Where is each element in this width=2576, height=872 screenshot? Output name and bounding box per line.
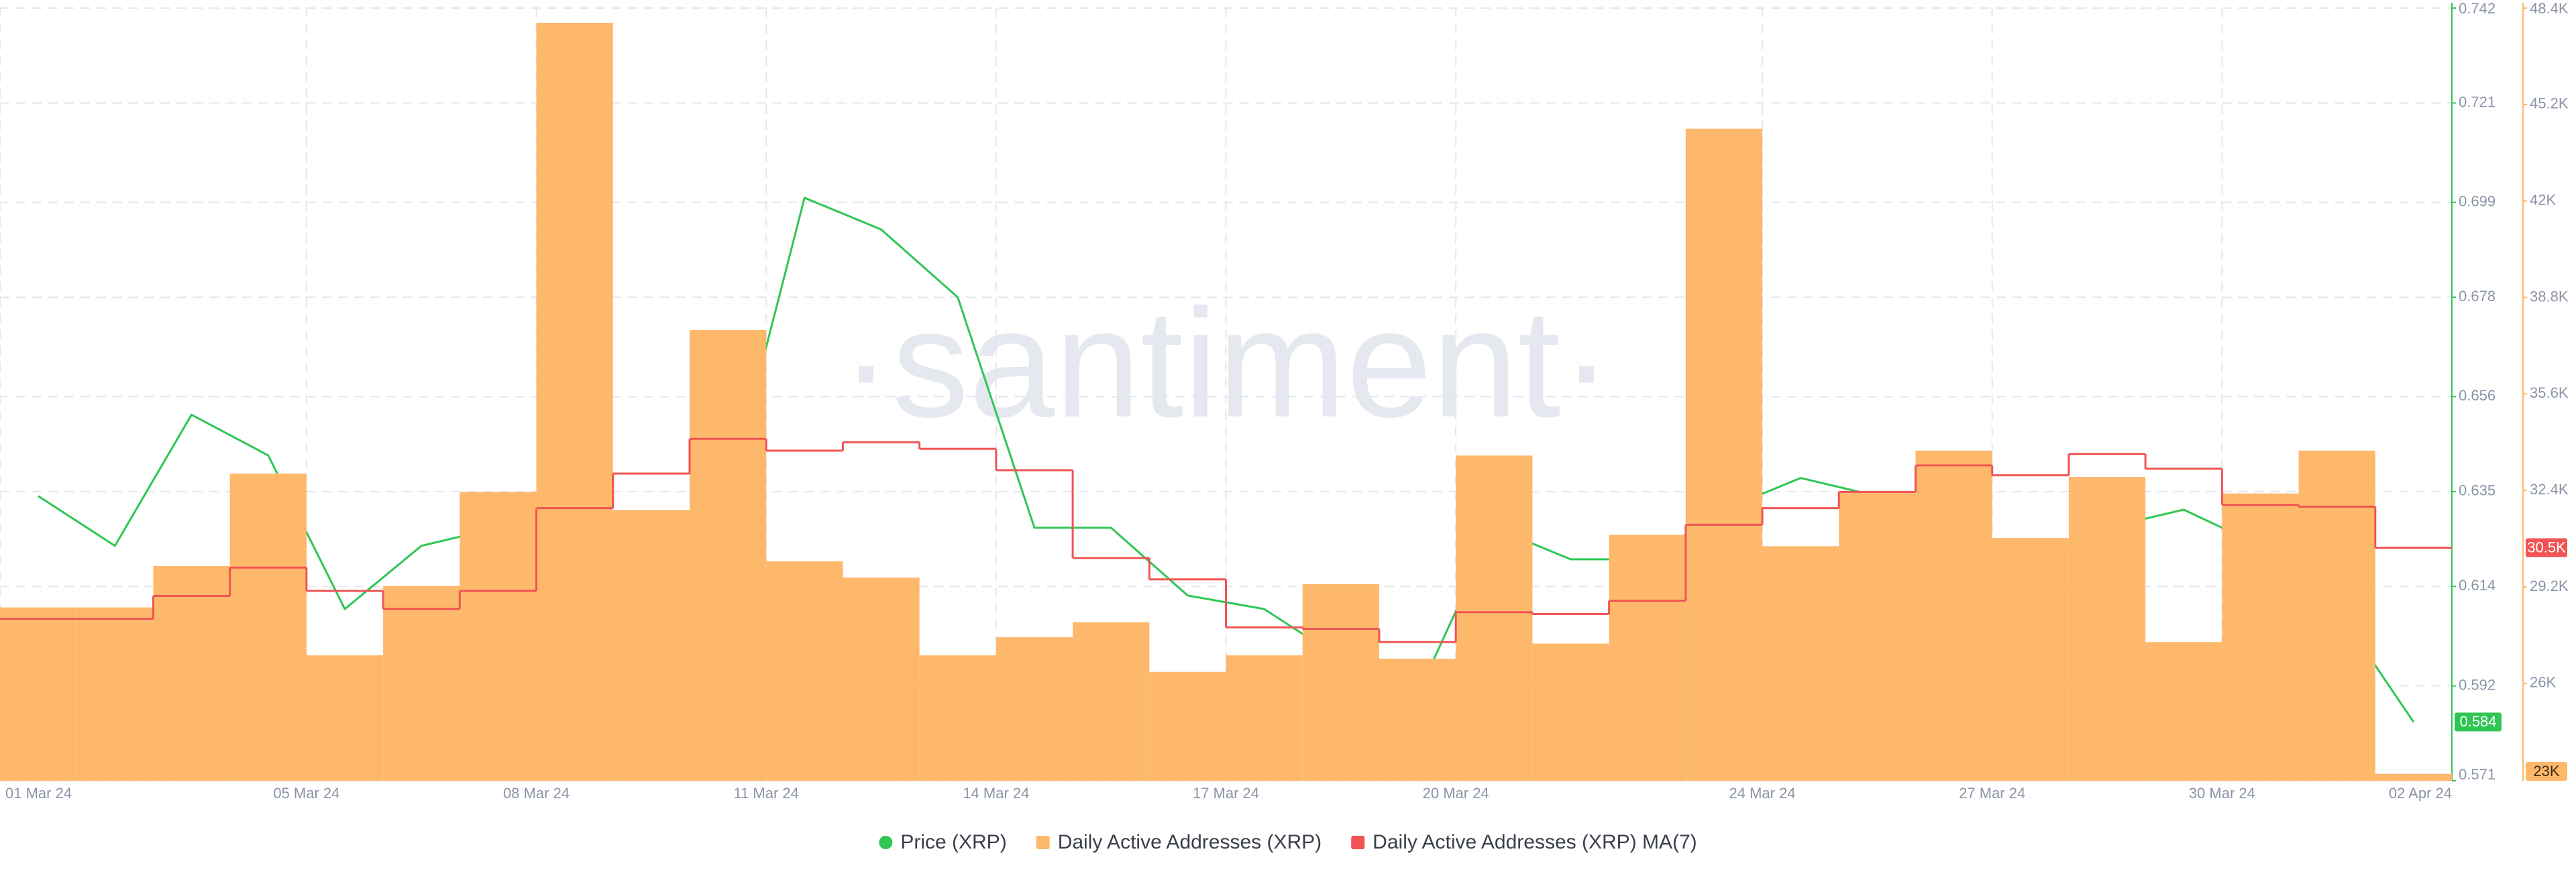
- bar: [843, 578, 920, 781]
- y-tick-label: 0.614: [2459, 577, 2496, 594]
- x-tick-label: 14 Mar 24: [963, 785, 1029, 802]
- bar: [2298, 450, 2375, 781]
- value-badge-label: 23K: [2533, 763, 2559, 779]
- bar: [153, 565, 230, 781]
- x-tick-label: 05 Mar 24: [273, 785, 339, 802]
- bar: [306, 655, 384, 781]
- y-tick-label: 0.742: [2459, 0, 2496, 17]
- y2-tick-label: 29.2K: [2530, 578, 2569, 594]
- x-tick-label: 27 Mar 24: [1959, 785, 2025, 802]
- bar: [612, 510, 690, 781]
- y-tick-label: 0.699: [2459, 193, 2496, 209]
- y2-tick-label: 35.6K: [2530, 384, 2569, 401]
- y-tick-label: 0.592: [2459, 676, 2496, 693]
- y2-tick-label: 32.4K: [2530, 481, 2569, 498]
- bar: [1379, 658, 1456, 781]
- value-badge: [2526, 762, 2567, 781]
- y-tick-label: 0.678: [2459, 288, 2496, 305]
- value-badge-label: 30.5K: [2527, 539, 2566, 555]
- plot-area: [0, 23, 2452, 781]
- x-tick-label: 08 Mar 24: [503, 785, 570, 802]
- y-tick-label: 0.721: [2459, 93, 2496, 110]
- x-tick-label: 01 Mar 24: [5, 785, 72, 802]
- legend-item[interactable]: Daily Active Addresses (XRP) MA(7): [1351, 831, 1697, 853]
- bar: [1609, 535, 1686, 781]
- x-tick-label: 17 Mar 24: [1193, 785, 1259, 802]
- y2-tick-label: 48.4K: [2530, 0, 2569, 17]
- bar: [919, 655, 996, 781]
- bar: [1149, 671, 1226, 781]
- bar: [2222, 493, 2299, 781]
- x-tick-label: 11 Mar 24: [733, 785, 798, 802]
- legend-label: Daily Active Addresses (XRP) MA(7): [1373, 831, 1697, 853]
- legend-item[interactable]: Daily Active Addresses (XRP): [1036, 831, 1322, 853]
- x-tick-label: 30 Mar 24: [2189, 785, 2255, 802]
- y-tick-label: 0.635: [2459, 482, 2496, 499]
- bar: [1839, 492, 1916, 781]
- bar: [1073, 622, 1150, 781]
- legend-marker: [1351, 836, 1365, 849]
- bar: [1532, 643, 1609, 781]
- legend-label: Price (XRP): [900, 831, 1006, 853]
- y2-tick-label: 38.8K: [2530, 288, 2569, 305]
- x-tick-label: 20 Mar 24: [1423, 785, 1489, 802]
- bar: [76, 607, 154, 781]
- bar: [229, 473, 307, 781]
- bar: [2068, 476, 2146, 781]
- bar: [766, 561, 843, 781]
- value-badge-label: 0.584: [2459, 713, 2496, 730]
- bar: [2375, 773, 2452, 781]
- y2-tick-label: 26K: [2530, 674, 2556, 691]
- bar: [1302, 584, 1379, 781]
- y-tick-label: 0.656: [2459, 387, 2496, 404]
- legend-item[interactable]: Price (XRP): [879, 831, 1007, 853]
- bar: [383, 586, 460, 781]
- bar: [0, 607, 77, 781]
- bar: [1226, 655, 1303, 781]
- x-tick-label: 02 Apr 24: [2389, 785, 2452, 802]
- bar: [996, 637, 1073, 781]
- value-badge: [2455, 712, 2502, 732]
- bar: [460, 492, 537, 781]
- bar: [1915, 450, 1992, 781]
- bar: [536, 23, 613, 781]
- legend-label: Daily Active Addresses (XRP): [1058, 831, 1322, 853]
- bar: [1456, 455, 1533, 781]
- bar: [2145, 642, 2222, 781]
- x-tick-label: 24 Mar 24: [1729, 785, 1796, 802]
- bar: [689, 330, 767, 781]
- value-badge: [2526, 538, 2567, 557]
- legend: Price (XRP) Daily Active Addresses (XRP) D…: [879, 831, 1697, 853]
- bar: [1685, 128, 1763, 781]
- bar: [1992, 538, 2069, 781]
- y-tick-label: 0.571: [2459, 766, 2496, 783]
- legend-marker: [879, 836, 893, 849]
- legend-marker: [1036, 836, 1050, 849]
- bar: [1762, 546, 1839, 781]
- y2-tick-label: 42K: [2530, 191, 2556, 208]
- y2-tick-label: 45.2K: [2530, 95, 2569, 112]
